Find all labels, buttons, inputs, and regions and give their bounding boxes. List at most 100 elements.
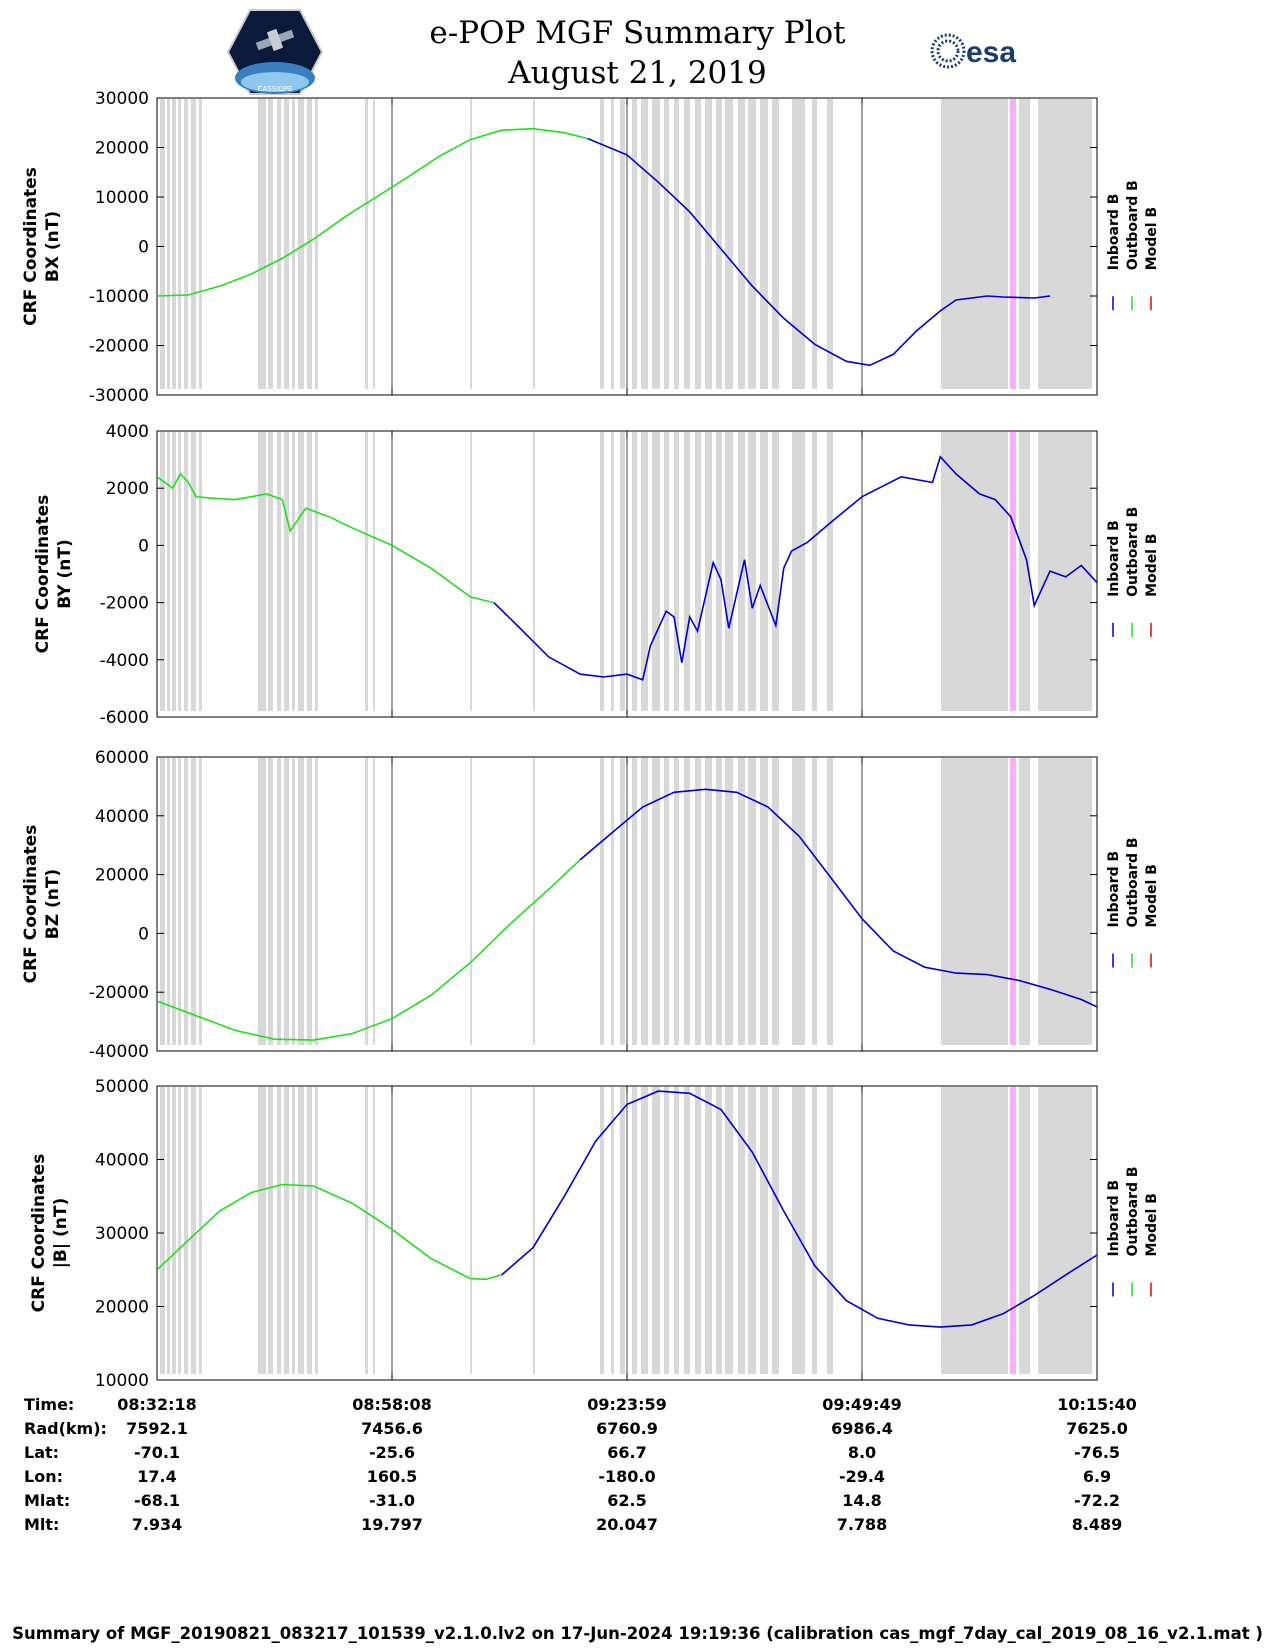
data-gap-band <box>812 758 817 1045</box>
data-gap-band <box>738 758 745 1045</box>
data-gap-band <box>178 1087 181 1374</box>
data-gap-band <box>284 758 289 1045</box>
outboard-b-line <box>157 1183 502 1281</box>
data-gap-band <box>695 758 701 1045</box>
data-gap-band <box>191 99 196 389</box>
data-gap-band <box>611 99 614 389</box>
y-axis-label-line2: BX (nT) <box>43 211 63 282</box>
cassiope-logo: CASSIOPE <box>226 9 324 95</box>
data-gap-band <box>1019 1087 1030 1374</box>
plot-date: August 21, 2019 <box>508 55 767 91</box>
data-gap-band <box>705 99 712 389</box>
info-value: 17.4 <box>137 1467 177 1486</box>
y-tick-label: 40000 <box>95 807 149 827</box>
data-gap-band <box>1038 1087 1092 1374</box>
data-gap-band <box>172 758 176 1045</box>
info-value: 7456.6 <box>361 1419 423 1438</box>
data-gap-band <box>533 99 535 389</box>
legend-label-model: Model B <box>1144 207 1160 270</box>
y-tick-label: -6000 <box>100 708 149 728</box>
info-value: 08:32:18 <box>117 1395 197 1414</box>
data-gap-band <box>684 432 690 711</box>
y-tick-label: 0 <box>138 238 149 258</box>
legend-label-inboard: Inboard B <box>1106 194 1122 271</box>
data-gap-band <box>292 432 295 711</box>
data-gap-band <box>941 1087 1008 1374</box>
data-gap-band <box>470 758 472 1045</box>
plot-title: e-POP MGF Summary Plot <box>429 15 846 51</box>
info-value: 08:58:08 <box>352 1395 432 1414</box>
data-gap-band <box>827 432 833 711</box>
panel-2: 4000 2000 0 -2000 -4000 -6000 CRF Coordinates B… <box>33 422 1160 728</box>
info-value: -70.1 <box>133 1443 181 1462</box>
data-gap-band <box>167 99 170 389</box>
data-gap-band <box>191 432 196 711</box>
panel-3: 60000 40000 20000 0 -20000 -40000 CRF Coordina… <box>21 748 1160 1062</box>
data-gap-band <box>298 432 304 711</box>
data-gap-band <box>292 758 295 1045</box>
y-tick-label: 10000 <box>95 1371 149 1391</box>
info-label-mlat: Mlat: <box>24 1491 71 1510</box>
data-gap-band <box>632 1087 637 1374</box>
data-gap-band <box>652 1087 660 1374</box>
info-value: 7.788 <box>836 1515 888 1534</box>
data-gap-band <box>772 99 779 389</box>
data-gap-band <box>716 758 722 1045</box>
data-gap-band <box>792 432 805 711</box>
data-gap-band <box>191 758 196 1045</box>
data-gap-band <box>652 432 660 711</box>
y-axis-label-line2: BY (nT) <box>55 539 75 609</box>
y-tick-label: -2000 <box>100 594 149 614</box>
data-gap-band <box>315 99 318 389</box>
data-gap-band <box>184 1087 188 1374</box>
data-gap-band <box>600 99 604 389</box>
data-gap-band <box>160 758 165 1045</box>
data-gap-band <box>533 1087 535 1374</box>
legend-label-outboard: Outboard B <box>1125 1166 1141 1256</box>
data-gap-band <box>600 432 604 711</box>
data-gap-band <box>705 432 712 711</box>
data-gap-band <box>277 432 281 711</box>
data-gap-band <box>716 99 722 389</box>
data-gap-band <box>172 1087 176 1374</box>
data-gap-band <box>772 432 779 711</box>
data-gap-band <box>184 758 188 1045</box>
data-gap-band <box>652 99 660 389</box>
data-gap-band <box>277 758 281 1045</box>
y-tick-label: 2000 <box>106 479 149 499</box>
outboard-b-line <box>157 859 581 1041</box>
info-value: 19.797 <box>361 1515 423 1534</box>
info-value: 6.9 <box>1082 1467 1112 1486</box>
data-gap-band <box>1038 99 1092 389</box>
data-gap-band <box>941 758 1008 1045</box>
data-gap-band <box>695 99 701 389</box>
legend-label-model: Model B <box>1144 864 1160 927</box>
data-gap-band <box>533 432 535 711</box>
data-gap-band <box>199 432 202 711</box>
data-gap-band <box>307 99 312 389</box>
data-gap-band <box>725 99 733 389</box>
info-label-time: Time: <box>24 1395 75 1414</box>
data-gap-band <box>632 758 637 1045</box>
data-gap-band <box>178 99 181 389</box>
data-gap-band <box>812 1087 817 1374</box>
data-gap-band <box>684 758 690 1045</box>
y-axis-label-line1: CRF Coordinates <box>33 495 53 654</box>
data-gap-band <box>160 99 165 389</box>
data-gap-band <box>199 99 202 389</box>
info-value: 09:23:59 <box>587 1395 667 1414</box>
data-gap-band <box>725 1087 733 1374</box>
esa-logo: esa <box>930 33 1016 69</box>
data-gap-band <box>284 432 289 711</box>
data-gap-band <box>307 758 312 1045</box>
data-gap-band <box>641 432 648 711</box>
info-label-lat: Lat: <box>24 1443 60 1462</box>
data-gap-band <box>941 432 1008 711</box>
esa-logo-text: esa <box>966 36 1016 69</box>
data-gap-band <box>748 758 756 1045</box>
highlight-band <box>1010 1087 1016 1374</box>
y-tick-label: 20000 <box>95 866 149 886</box>
data-gap-band <box>191 1087 196 1374</box>
data-gap-band <box>611 432 614 711</box>
info-value: 6760.9 <box>596 1419 658 1438</box>
